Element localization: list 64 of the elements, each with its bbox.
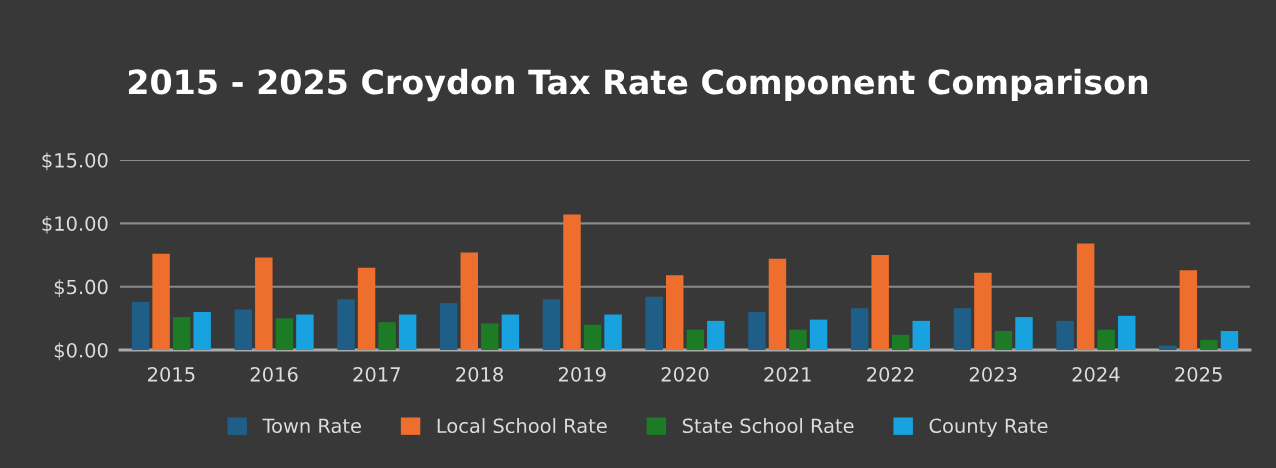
y-tick-label: $0.00 bbox=[54, 342, 108, 361]
x-tick-label: 2021 bbox=[764, 367, 811, 382]
legend-label: County Rate bbox=[929, 418, 1048, 437]
bar bbox=[583, 324, 602, 350]
x-tick-label: 2016 bbox=[250, 367, 298, 382]
x-tick-label: 2015 bbox=[148, 367, 195, 382]
bar bbox=[892, 334, 910, 350]
x-tick-label: 2018 bbox=[456, 367, 503, 382]
bar bbox=[563, 214, 581, 350]
bar bbox=[666, 275, 684, 350]
bar bbox=[748, 312, 766, 350]
bar bbox=[1097, 329, 1115, 350]
bar bbox=[1200, 339, 1218, 350]
bar bbox=[1015, 317, 1033, 350]
bar bbox=[296, 314, 314, 350]
bar bbox=[871, 255, 889, 350]
bar bbox=[1179, 270, 1198, 350]
bar bbox=[501, 314, 520, 350]
bar bbox=[768, 258, 787, 350]
y-tick-label: $10.00 bbox=[42, 215, 108, 234]
bar bbox=[275, 318, 294, 350]
bar bbox=[604, 314, 622, 350]
legend-label: Local School Rate bbox=[437, 418, 607, 434]
bar bbox=[542, 299, 561, 350]
bar bbox=[953, 308, 972, 350]
x-tick-label: 2024 bbox=[1072, 367, 1120, 382]
x-tick-label: 2019 bbox=[558, 367, 606, 382]
bar bbox=[460, 252, 478, 350]
bar bbox=[645, 296, 663, 350]
x-tick-label: 2023 bbox=[969, 367, 1017, 382]
bar bbox=[1118, 315, 1136, 350]
bar bbox=[172, 317, 191, 350]
bar bbox=[912, 320, 930, 350]
bar bbox=[1159, 345, 1177, 350]
y-tick-label: $5.00 bbox=[54, 279, 108, 297]
x-tick-label: 2017 bbox=[353, 367, 400, 382]
x-tick-label: 2025 bbox=[1175, 367, 1222, 382]
bar bbox=[234, 309, 252, 350]
bar bbox=[378, 322, 396, 350]
bar bbox=[398, 314, 417, 350]
bar bbox=[809, 319, 828, 350]
bar bbox=[337, 299, 355, 350]
x-tick-label: 2020 bbox=[661, 367, 709, 382]
bar bbox=[357, 267, 376, 350]
bar bbox=[131, 301, 150, 350]
bar bbox=[193, 312, 211, 350]
bar bbox=[707, 320, 725, 350]
x-tick-label: 2022 bbox=[867, 367, 914, 382]
bar bbox=[789, 329, 807, 350]
bar bbox=[1056, 320, 1074, 350]
bar bbox=[481, 323, 499, 350]
bar bbox=[686, 329, 704, 350]
y-tick-label: $15.00 bbox=[42, 152, 108, 171]
bar bbox=[440, 303, 458, 350]
bar bbox=[1220, 331, 1239, 350]
bar bbox=[255, 257, 273, 350]
bar bbox=[152, 253, 170, 350]
bar bbox=[1076, 243, 1095, 350]
bar bbox=[850, 308, 869, 350]
legend-label: State School Rate bbox=[682, 418, 854, 434]
bar bbox=[994, 331, 1013, 350]
chart-title: 2015 - 2025 Croydon Tax Rate Component Comparison bbox=[128, 68, 1148, 102]
legend-label: Town Rate bbox=[262, 418, 361, 434]
bar bbox=[974, 272, 992, 350]
